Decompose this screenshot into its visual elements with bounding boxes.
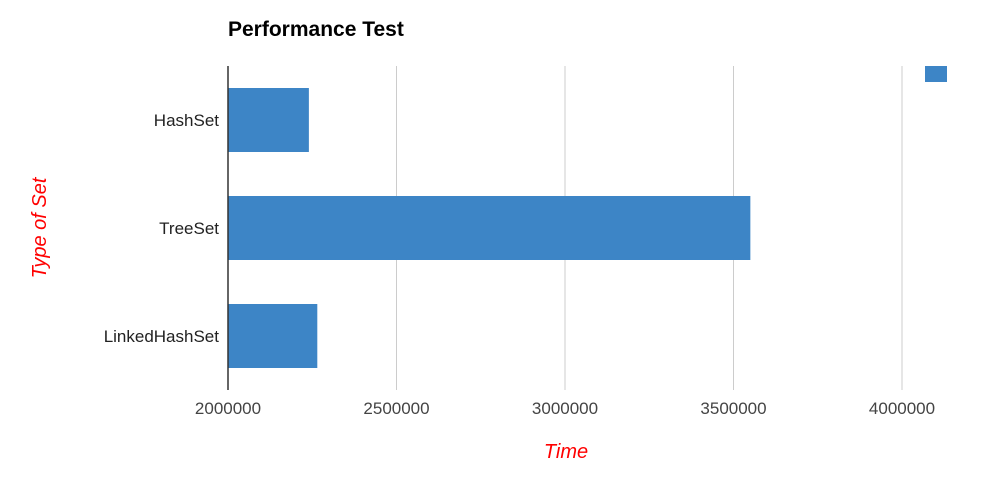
- x-tick-label: 2500000: [363, 399, 429, 418]
- x-tick-label: 4000000: [869, 399, 935, 418]
- x-tick-label: 3500000: [700, 399, 766, 418]
- chart-title: Performance Test: [228, 18, 404, 41]
- legend-swatch[interactable]: [925, 66, 947, 82]
- x-axis-title: Time: [544, 441, 588, 463]
- legend: [925, 66, 947, 82]
- category-label: LinkedHashSet: [104, 327, 220, 346]
- bar-hashset[interactable]: [228, 88, 309, 152]
- bar-treeset[interactable]: [228, 196, 751, 260]
- category-label: HashSet: [154, 111, 219, 130]
- category-label: TreeSet: [159, 219, 219, 238]
- x-tick-label: 2000000: [195, 399, 261, 418]
- x-tick-label: 3000000: [532, 399, 598, 418]
- category-labels: HashSet TreeSet LinkedHashSet: [104, 111, 220, 346]
- bar-linkedhashset[interactable]: [228, 304, 318, 368]
- x-tick-labels: 2000000 2500000 3000000 3500000 4000000: [195, 399, 935, 418]
- bars: [228, 88, 751, 368]
- y-axis-title: Type of Set: [29, 176, 51, 278]
